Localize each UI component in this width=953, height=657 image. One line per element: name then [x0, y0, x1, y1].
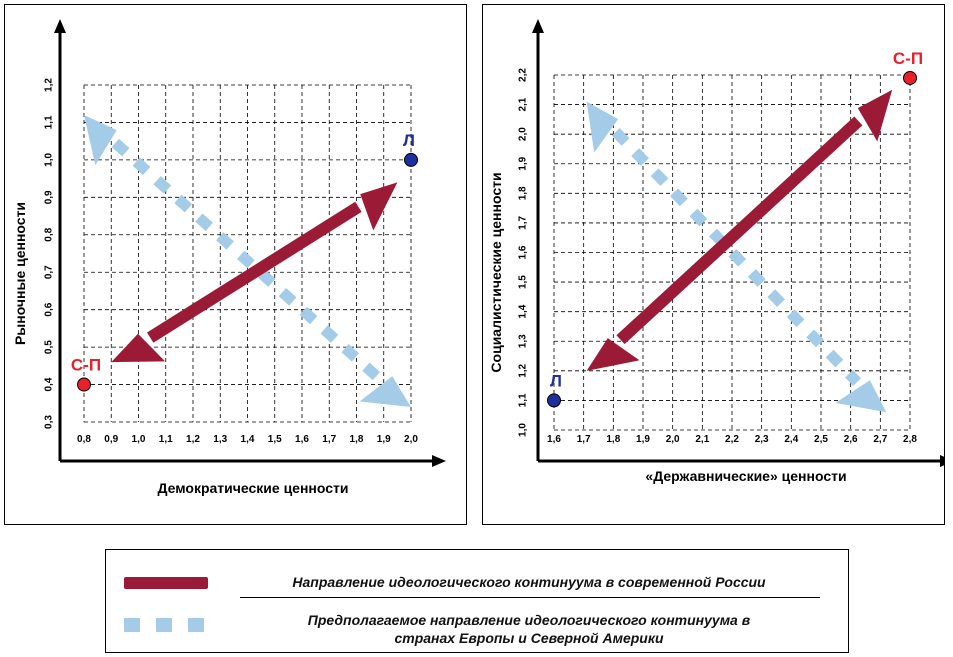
y-tick-label: 1,6 — [518, 245, 529, 259]
x-tick-label: 1,9 — [377, 434, 391, 445]
data-point-label: С-П — [71, 356, 101, 375]
x-tick-label: 1,2 — [186, 434, 200, 445]
y-tick-label: 0,4 — [44, 377, 55, 391]
chart-left-svg: 0,8 0,9 1,0 1,1 1,2 1,3 1,4 1,5 1,6 1,7 1,8 1,9 2,0 0… — [12, 19, 446, 496]
y-tick-label: 1,3 — [518, 334, 529, 348]
data-point — [404, 152, 418, 167]
x-axis-arrowhead — [432, 455, 446, 467]
y-axis-label: Социалистические ценности — [488, 172, 504, 372]
y-tick-label: 1,4 — [518, 304, 529, 318]
data-point — [547, 393, 561, 408]
x-tick-label: 2,0 — [404, 434, 418, 445]
y-tick-label: 0,5 — [44, 340, 55, 354]
y-tick-label: 2,1 — [518, 97, 529, 111]
x-tick-label: 2,6 — [844, 434, 858, 445]
chart-right-svg: 1,6 1,7 1,8 1,9 2,0 2,1 2,2 2,3 2,4 2,5 2,6 2,7 2,8 1… — [488, 19, 944, 484]
legend: Направление идеологического континуума в… — [105, 549, 849, 653]
x-tick-label: 1,7 — [577, 434, 591, 445]
y-tick-label: 1,0 — [44, 153, 55, 167]
y-tick-label: 0,9 — [44, 190, 55, 204]
x-tick-label: 2,1 — [695, 434, 709, 445]
y-tick-label: 1,5 — [518, 275, 529, 289]
legend-russia-swatch — [124, 577, 208, 589]
x-tick-label: 2,3 — [755, 434, 769, 445]
x-tick-label: 1,3 — [213, 434, 227, 445]
russia-arrow-head-start — [586, 338, 640, 371]
y-tick-label: 0,6 — [44, 302, 55, 316]
x-tick-label: 2,0 — [666, 434, 680, 445]
x-tick-label: 2,7 — [873, 434, 887, 445]
x-tick-label: 1,9 — [636, 434, 650, 445]
y-tick-label: 1,2 — [44, 78, 55, 92]
y-tick-label: 0,8 — [44, 227, 55, 241]
west-arrow-shaft — [111, 138, 384, 384]
y-tick-label: 1,0 — [518, 423, 529, 437]
x-tick-label: 0,9 — [104, 434, 118, 445]
x-tick-label: 0,8 — [77, 434, 91, 445]
x-tick-label: 1,0 — [132, 434, 146, 445]
legend-west-swatch-dot — [124, 618, 140, 632]
x-axis-label: Демократические ценности — [157, 480, 348, 496]
x-tick-label: 2,8 — [903, 434, 917, 445]
x-tick-label: 2,5 — [814, 434, 828, 445]
y-tick-label: 1,9 — [518, 156, 529, 170]
y-tick-label: 1,2 — [518, 363, 529, 377]
x-tick-label: 1,8 — [606, 434, 620, 445]
x-tick-label: 2,4 — [784, 434, 798, 445]
data-point — [903, 70, 917, 85]
x-tick-label: 1,5 — [268, 434, 282, 445]
data-point-label: Л — [550, 371, 562, 390]
y-tick-label: 1,7 — [518, 216, 529, 230]
west-arrow-head-start — [84, 114, 117, 166]
y-axis-arrowhead — [54, 19, 66, 33]
x-tick-label: 1,4 — [241, 434, 255, 445]
y-tick-label: 1,1 — [518, 393, 529, 407]
russia-arrow-head-end — [360, 182, 398, 231]
x-tick-label: 1,8 — [350, 434, 364, 445]
legend-west-label: Предполагаемое направление идеологическо… — [307, 612, 751, 646]
russia-arrow-head-start — [111, 333, 166, 363]
legend-west-swatch-dot — [188, 618, 204, 632]
y-axis-label: Рыночные ценности — [12, 202, 28, 345]
grid — [83, 84, 412, 423]
west-arrow-head-end — [359, 376, 411, 408]
y-tick-label: 0,3 — [44, 415, 55, 429]
legend-russia-label: Направление идеологического континуума в… — [292, 574, 766, 590]
x-tick-label: 1,6 — [295, 434, 309, 445]
x-axis-label: «Державнические» ценности — [645, 468, 846, 484]
data-point-label: Л — [403, 131, 415, 150]
y-tick-label: 1,8 — [518, 186, 529, 200]
west-arrow-head-end — [835, 380, 887, 413]
x-tick-label: 1,6 — [547, 434, 561, 445]
data-point — [77, 377, 91, 392]
legend-west-swatch-dot — [156, 618, 172, 632]
x-tick-label: 1,7 — [322, 434, 336, 445]
russia-arrow-shaft — [616, 116, 863, 345]
y-tick-label: 2,2 — [518, 68, 529, 82]
chart-right: 1,6 1,7 1,8 1,9 2,0 2,1 2,2 2,3 2,4 2,5 2,6 2,7 2,8 1… — [482, 4, 945, 525]
legend-divider — [240, 597, 820, 598]
west-arrow-head-start — [586, 101, 619, 153]
y-tick-label: 0,7 — [44, 265, 55, 279]
russia-arrow-head-end — [857, 89, 893, 142]
y-axis-arrowhead — [532, 19, 544, 33]
x-tick-label: 2,2 — [725, 434, 739, 445]
russia-arrow-shaft — [147, 201, 362, 343]
west-arrow-shaft — [611, 128, 862, 386]
y-tick-label: 2,0 — [518, 127, 529, 141]
chart-left: 0,8 0,9 1,0 1,1 1,2 1,3 1,4 1,5 1,6 1,7 1,8 1,9 2,0 0… — [4, 4, 467, 525]
data-point-label: С-П — [893, 49, 923, 68]
y-tick-label: 1,1 — [44, 115, 55, 129]
x-axis-arrowhead — [940, 455, 944, 467]
x-tick-label: 1,1 — [159, 434, 173, 445]
